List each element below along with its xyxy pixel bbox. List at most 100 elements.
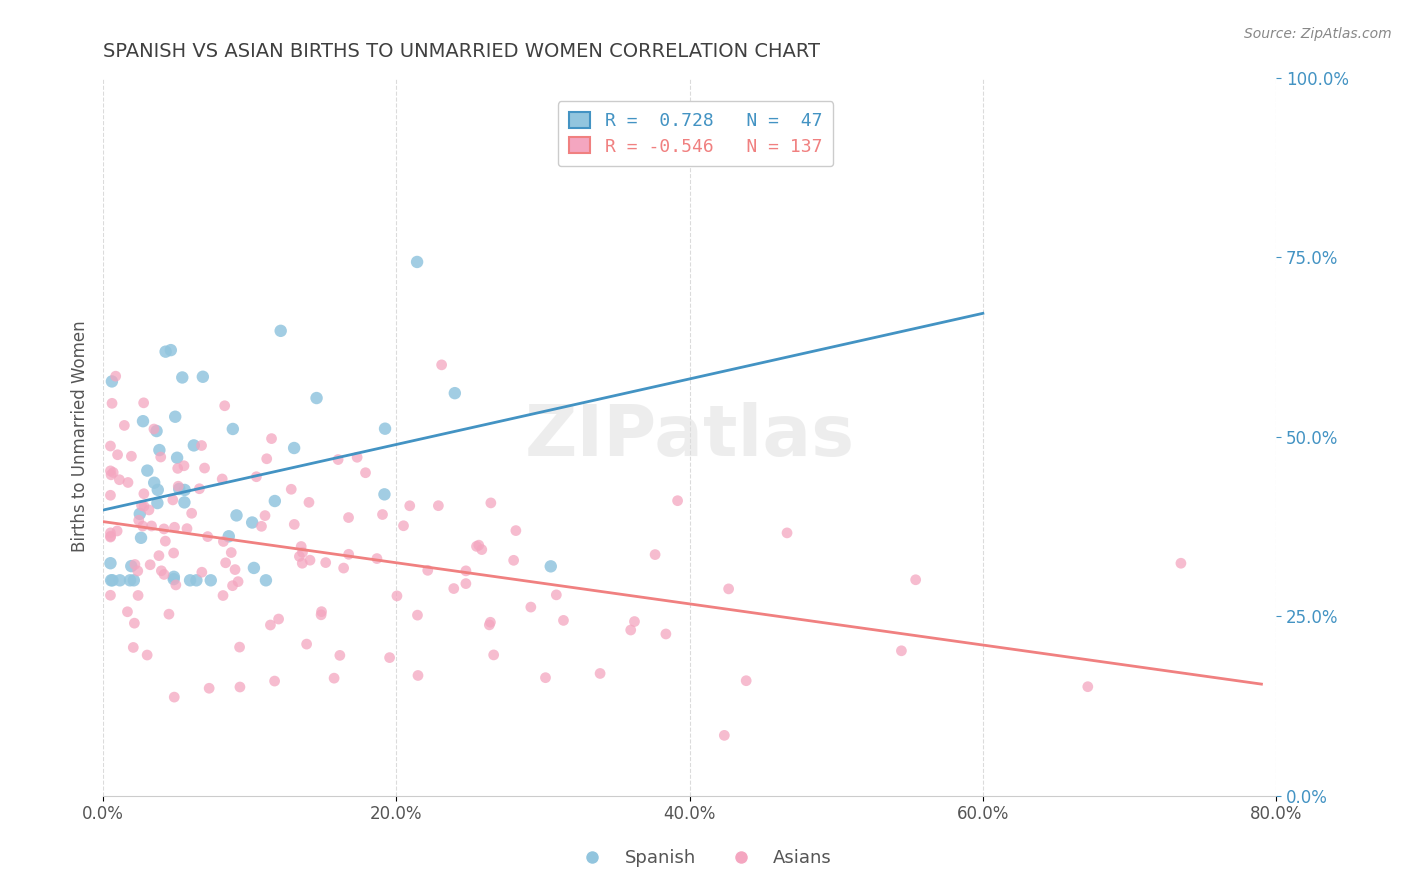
Point (398, 499, 420, 513)
Point (454, 576, 477, 591)
Point (890, 644, 912, 658)
Point (374, 422, 396, 436)
Point (165, 409, 187, 424)
Point (427, 499, 450, 513)
Point (132, 500, 155, 514)
Point (620, 623, 643, 637)
Point (212, 589, 235, 603)
Point (120, 559, 142, 574)
Point (222, 422, 245, 436)
Point (337, 547, 360, 561)
Point (148, 549, 170, 563)
Point (200, 574, 222, 588)
Point (122, 640, 145, 655)
Point (173, 483, 195, 497)
Point (589, 666, 612, 681)
Point (127, 589, 149, 603)
Point (406, 255, 429, 269)
Point (655, 627, 678, 641)
Legend: R =  0.728   N =  47, R = -0.546   N = 137: R = 0.728 N = 47, R = -0.546 N = 137 (558, 101, 834, 167)
Point (167, 482, 190, 496)
Point (406, 608, 429, 623)
Point (150, 564, 173, 578)
Point (546, 588, 568, 602)
Point (132, 396, 155, 410)
Point (221, 579, 243, 593)
Point (153, 522, 176, 536)
Point (149, 450, 172, 464)
Point (245, 469, 267, 483)
Point (290, 540, 312, 554)
Point (717, 582, 740, 596)
Point (139, 558, 162, 572)
Point (101, 574, 124, 588)
Point (128, 513, 150, 527)
Point (283, 517, 305, 532)
Point (520, 600, 543, 615)
Point (186, 574, 208, 588)
Point (371, 508, 394, 522)
Point (250, 519, 273, 533)
Point (167, 479, 190, 493)
Point (180, 506, 202, 520)
Point (479, 615, 502, 630)
Point (443, 386, 465, 401)
Point (416, 563, 439, 577)
Point (162, 546, 184, 560)
Point (145, 424, 167, 438)
Point (295, 637, 318, 651)
Point (373, 487, 395, 501)
Point (254, 574, 277, 588)
Point (366, 551, 388, 566)
Point (228, 640, 250, 654)
Point (323, 671, 346, 685)
Point (132, 486, 155, 500)
Point (197, 530, 219, 544)
Point (1077, 680, 1099, 694)
Point (129, 531, 152, 545)
Point (131, 499, 153, 513)
Point (482, 648, 505, 662)
Point (467, 538, 489, 552)
Point (283, 441, 305, 455)
Point (1170, 556, 1192, 570)
Point (100, 530, 122, 544)
Point (260, 432, 283, 446)
Point (153, 567, 176, 582)
Point (191, 369, 214, 384)
Point (188, 482, 211, 496)
Point (100, 439, 122, 453)
Point (644, 548, 666, 562)
Legend: Spanish, Asians: Spanish, Asians (567, 842, 839, 874)
Point (214, 556, 236, 570)
Point (479, 496, 502, 510)
Point (385, 589, 408, 603)
Point (280, 483, 302, 497)
Point (311, 605, 333, 619)
Point (735, 673, 758, 688)
Point (505, 524, 527, 538)
Point (190, 438, 212, 452)
Point (101, 396, 124, 410)
Point (100, 588, 122, 602)
Point (298, 495, 321, 509)
Point (122, 574, 145, 588)
Point (124, 558, 146, 572)
Point (100, 529, 122, 543)
Point (118, 574, 141, 588)
Point (332, 561, 354, 575)
Point (117, 605, 139, 619)
Text: ZIPatlas: ZIPatlas (524, 402, 855, 471)
Point (259, 618, 281, 632)
Point (263, 494, 285, 508)
Point (163, 572, 186, 586)
Point (309, 607, 332, 622)
Point (211, 472, 233, 486)
Point (103, 466, 125, 480)
Point (100, 464, 122, 478)
Point (155, 534, 177, 549)
Point (120, 449, 142, 463)
Point (117, 475, 139, 490)
Point (172, 370, 194, 384)
Point (183, 438, 205, 452)
